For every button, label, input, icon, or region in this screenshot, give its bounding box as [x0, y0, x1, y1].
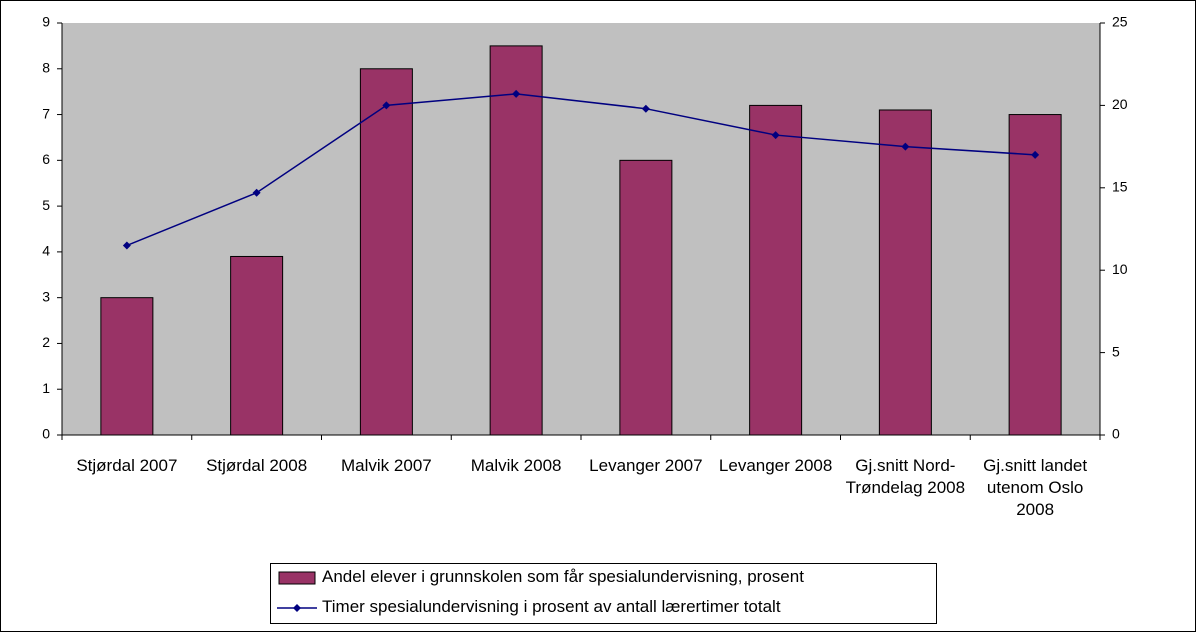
y-tick-label: 0 [42, 426, 50, 442]
legend-marker [293, 604, 301, 612]
bar [878, 109, 932, 436]
y-tick-label: 7 [42, 105, 50, 121]
y-tick-label: 8 [42, 59, 50, 75]
y2-tick-label: 20 [1112, 96, 1128, 112]
y-tick-label: 3 [42, 288, 50, 304]
line-marker [252, 188, 261, 197]
line-marker [382, 101, 391, 110]
y2-tick-label: 0 [1112, 426, 1120, 442]
y2-tick-label: 5 [1112, 343, 1120, 359]
plot-area [62, 23, 1100, 435]
x-tick-label: Stjørdal 2008 [206, 456, 308, 475]
line-marker [1031, 150, 1040, 159]
line [126, 93, 1036, 247]
bar [489, 45, 543, 436]
y-tick-label: 6 [42, 151, 50, 167]
legend-label: Timer spesialundervisning i prosent av a… [322, 597, 781, 616]
x-tick-label: Malvik 2008 [470, 456, 562, 475]
x-tick-label: Gj.snitt landet utenom Oslo 2008 [983, 456, 1088, 519]
line-marker [512, 89, 521, 98]
y-tick-label: 5 [42, 197, 50, 213]
y-tick-label: 2 [42, 334, 50, 350]
x-tick-label: Stjørdal 2007 [76, 456, 178, 475]
bar [619, 159, 673, 436]
y2-tick-label: 15 [1112, 179, 1128, 195]
bar [1008, 114, 1062, 436]
x-tick-label: Malvik 2007 [341, 456, 432, 475]
y2-tick-label: 10 [1112, 261, 1128, 277]
legend-box [270, 563, 937, 624]
x-tick-label: Gj.snitt Nord-Trøndelag 2008 [845, 456, 966, 497]
legend-label: Andel elever i grunnskolen som får spesi… [322, 567, 804, 586]
y2-tick-label: 25 [1112, 14, 1128, 30]
bar [749, 104, 803, 436]
legend-swatch [278, 571, 316, 585]
line-marker [641, 104, 650, 113]
bar [359, 68, 413, 436]
bar [100, 297, 154, 436]
line-marker [901, 142, 910, 151]
line-marker [771, 131, 780, 140]
y-tick-label: 1 [42, 380, 50, 396]
x-tick-label: Levanger 2007 [589, 456, 703, 475]
line-marker [122, 241, 131, 250]
x-tick-label: Levanger 2008 [718, 456, 833, 475]
bar [230, 255, 284, 436]
y-tick-label: 4 [42, 243, 50, 259]
y-tick-label: 9 [42, 14, 50, 30]
